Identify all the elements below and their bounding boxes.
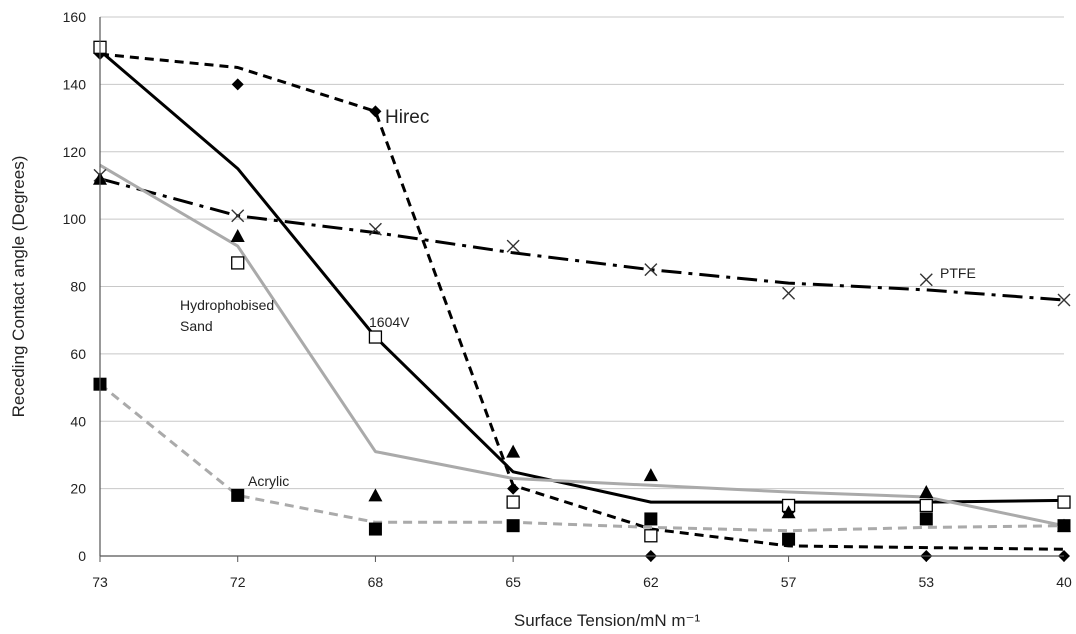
y-tick-label-80: 80 (70, 279, 86, 295)
data-point-hydrophobised-sand-65 (506, 444, 521, 458)
y-tick-labels: 0 20 40 60 80 100 120 140 160 (63, 9, 87, 564)
y-tick-label-100: 100 (63, 211, 87, 227)
data-point-acrylic-62 (644, 512, 658, 526)
data-point-hydrophobised-sand-72 (230, 228, 245, 242)
data-point-hirec-65 (507, 482, 520, 495)
x-tick-label-62: 62 (643, 574, 659, 590)
data-point-acrylic-68 (368, 522, 382, 536)
x-tick-label-40: 40 (1056, 574, 1072, 590)
data-point-1604v-65 (506, 495, 520, 509)
series-line-hirec (99, 52, 1065, 551)
series-line-ptfe (99, 177, 1065, 302)
x-tick-label-65: 65 (505, 574, 521, 590)
annotation-1604v: 1604V (369, 314, 410, 330)
x-tick-label-53: 53 (918, 574, 934, 590)
data-point-hydrophobised-sand-57 (781, 505, 796, 519)
y-tick-label-20: 20 (70, 481, 86, 497)
data-point-1604v-53 (919, 498, 933, 513)
data-point-1604v-68 (368, 330, 383, 344)
x-tick-label-72: 72 (230, 574, 246, 590)
y-tick-label-40: 40 (70, 413, 86, 429)
data-point-acrylic-72 (231, 488, 245, 502)
data-point-acrylic-40 (1057, 519, 1071, 533)
data-point-hirec-68 (369, 105, 382, 118)
series-annotations: Hirec PTFE Hydrophobised Sand 1604V Acry… (180, 107, 976, 489)
x-tick-label-57: 57 (781, 574, 797, 590)
x-tick-label-68: 68 (368, 574, 384, 590)
y-tick-label-160: 160 (63, 9, 87, 25)
data-point-hydrophobised-sand-53 (919, 484, 934, 498)
data-point-1604v-62 (644, 529, 658, 543)
data-point-acrylic-65 (506, 519, 520, 533)
series-line-acrylic (99, 383, 1065, 533)
series-line-1604v (99, 49, 1065, 504)
data-point-hirec-72 (231, 78, 244, 91)
data-point-hydrophobised-sand-62 (643, 468, 658, 482)
x-tick-labels: 73 72 68 65 62 57 53 40 (92, 556, 1072, 590)
data-point-ptfe-57 (782, 286, 796, 300)
annotation-ptfe: PTFE (940, 265, 976, 281)
y-tick-label-60: 60 (70, 346, 86, 362)
trend-lines (99, 49, 1065, 551)
data-point-1604v-40 (1057, 495, 1071, 509)
gridlines (100, 16, 1064, 490)
annotation-hirec: Hirec (385, 107, 429, 128)
series-line-hydrophobised-sand (99, 163, 1065, 528)
x-axis-title: Surface Tension/mN m⁻¹ (514, 611, 701, 630)
data-point-ptfe-62 (644, 263, 658, 277)
x-tick-label-73: 73 (92, 574, 108, 590)
data-markers (93, 40, 1071, 562)
annotation-hydrophobised: Hydrophobised (180, 297, 274, 313)
annotation-acrylic: Acrylic (248, 473, 289, 489)
y-tick-label-120: 120 (63, 144, 87, 160)
data-point-hydrophobised-sand-68 (368, 488, 383, 502)
data-point-1604v-72 (231, 256, 245, 270)
data-point-ptfe-53 (919, 273, 933, 287)
y-tick-label-0: 0 (78, 548, 86, 564)
annotation-sand: Sand (180, 318, 213, 334)
y-tick-label-140: 140 (63, 76, 87, 92)
data-point-ptfe-72 (231, 209, 245, 223)
y-axis-title: Receding Contact angle (Degrees) (9, 156, 28, 418)
data-point-ptfe-65 (506, 239, 520, 253)
data-point-acrylic-57 (782, 532, 796, 546)
data-point-ptfe-68 (368, 222, 382, 236)
data-point-acrylic-53 (919, 512, 933, 526)
data-point-ptfe-40 (1057, 293, 1071, 307)
